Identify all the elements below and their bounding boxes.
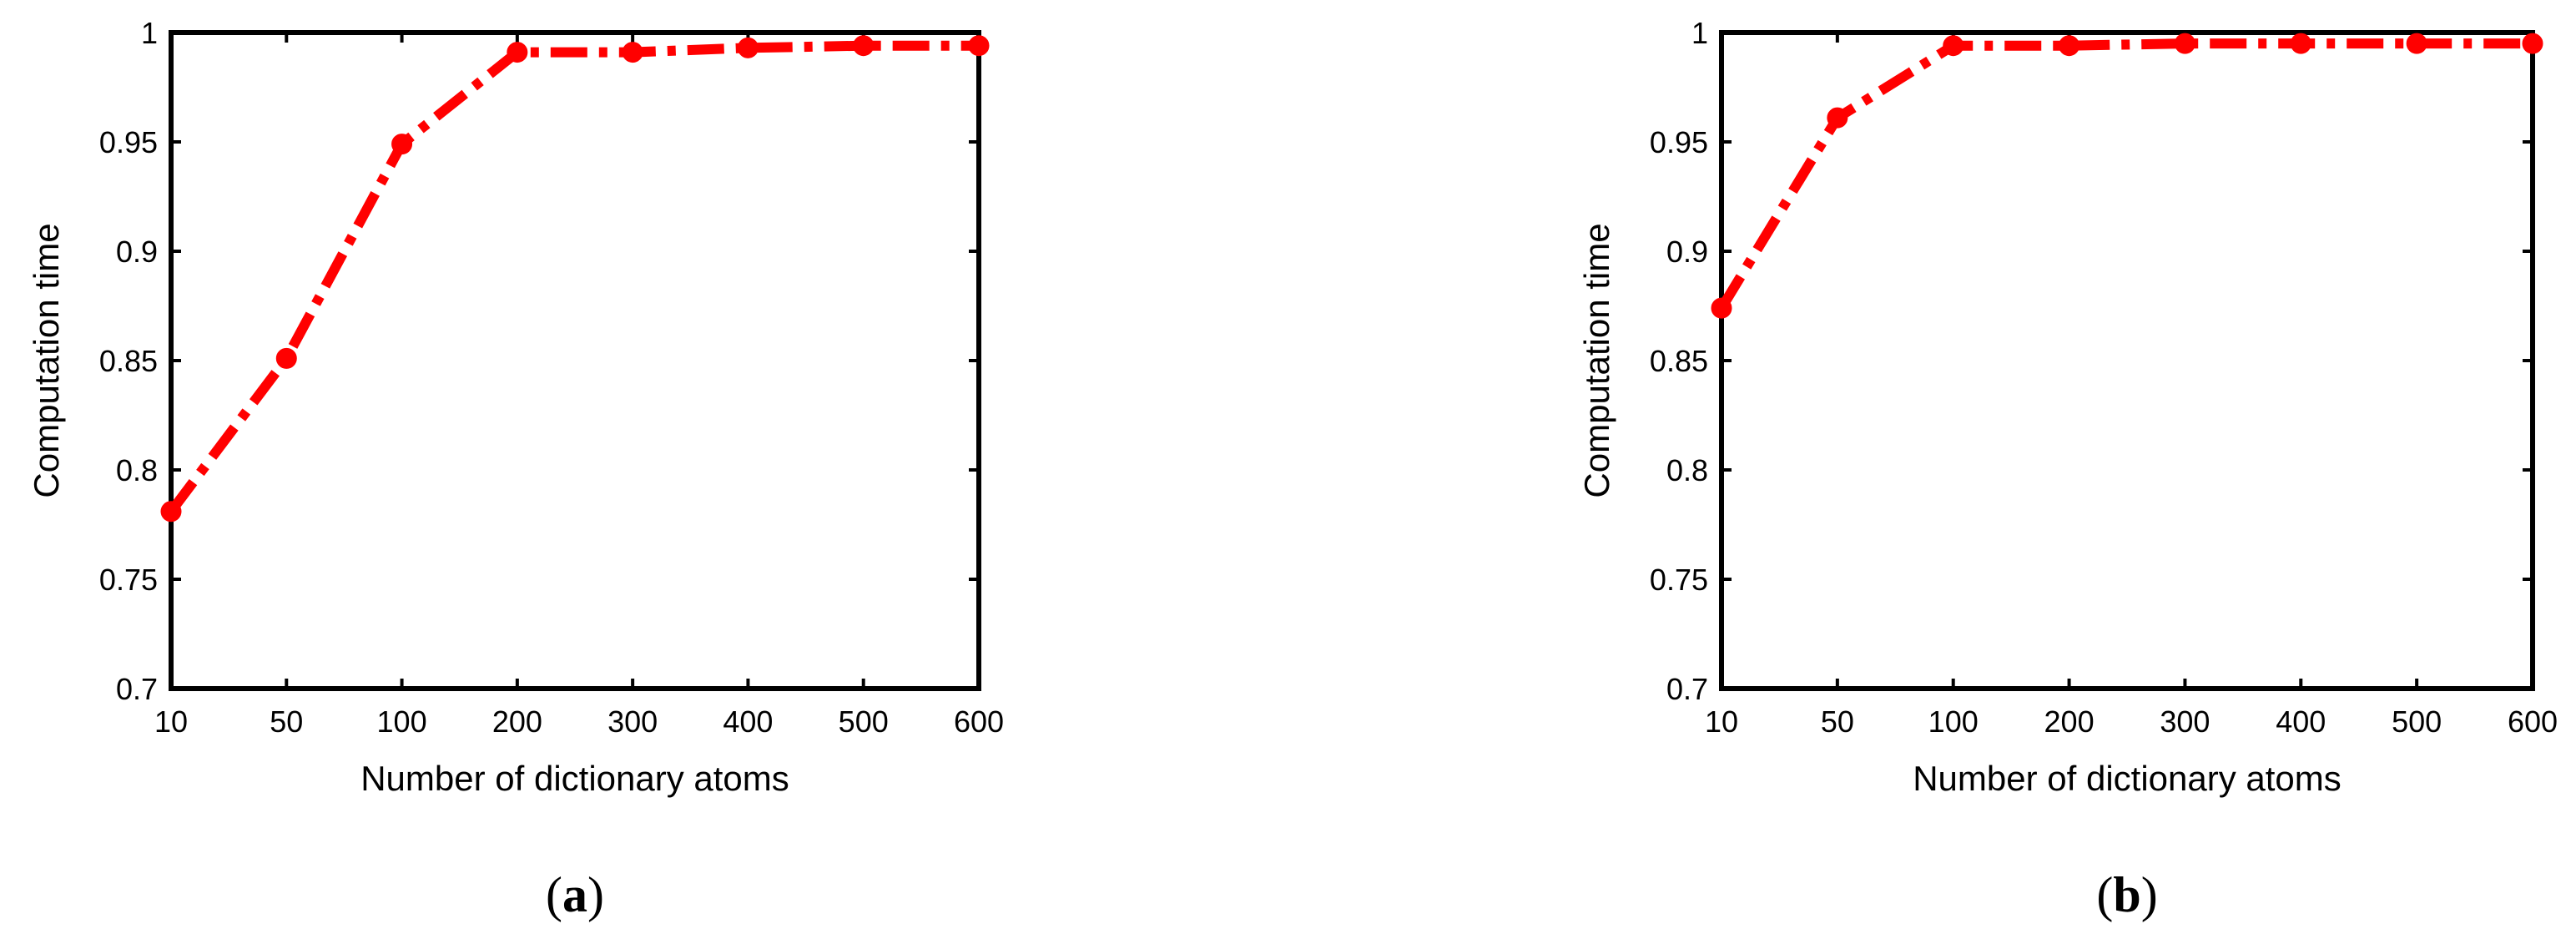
x-tick-label: 600 xyxy=(2508,704,2558,739)
y-axis-title: Computation time xyxy=(27,223,66,497)
y-tick-label: 0.8 xyxy=(116,453,158,487)
y-tick-label: 0.8 xyxy=(1666,453,1708,487)
y-tick-label: 1 xyxy=(1691,16,1708,50)
x-axis-title: Number of dictionary atoms xyxy=(360,759,789,798)
data-point-marker xyxy=(507,42,528,63)
x-axis-title: Number of dictionary atoms xyxy=(1913,759,2342,798)
data-point-marker xyxy=(2406,33,2427,54)
data-point-marker xyxy=(2522,33,2543,54)
data-point-marker xyxy=(160,501,182,523)
panel-label-open: ( xyxy=(2096,867,2113,922)
x-tick-label: 300 xyxy=(2160,704,2210,739)
x-tick-label: 500 xyxy=(839,704,889,739)
series-line xyxy=(1716,38,2533,311)
x-tick-label: 10 xyxy=(1705,704,1738,739)
x-tick-label: 200 xyxy=(2044,704,2095,739)
data-point-marker xyxy=(1711,297,1732,319)
y-tick-label: 0.85 xyxy=(99,344,158,378)
panel-label-letter: a xyxy=(562,867,587,922)
x-tick-label: 100 xyxy=(377,704,427,739)
panel-label: (a) xyxy=(546,867,604,922)
x-tick-label: 300 xyxy=(607,704,658,739)
data-point-marker xyxy=(853,35,875,57)
y-tick-label: 0.7 xyxy=(116,672,158,706)
data-point-marker xyxy=(2059,35,2080,57)
data-point-marker xyxy=(2290,33,2311,54)
x-tick-label: 400 xyxy=(723,704,773,739)
chart-panel-a: 10 50 100 200 300 400 500 600 0.7 0.75 0.8 0.85 0.9 0… xyxy=(27,16,1004,922)
panel-label-letter: b xyxy=(2113,867,2140,922)
y-tick-label: 0.7 xyxy=(1666,672,1708,706)
panel-label: (b) xyxy=(2096,867,2157,922)
chart-panel-b: 10 50 100 200 300 400 500 600 0.7 0.75 0.8 0.85 0.9 0… xyxy=(1577,16,2558,922)
data-point-marker xyxy=(737,37,759,58)
y-axis-title: Computation time xyxy=(1577,223,1616,497)
y-tick-label: 0.95 xyxy=(1650,125,1708,159)
data-point-marker xyxy=(622,42,643,63)
x-tick-label: 500 xyxy=(2392,704,2442,739)
panel-label-open: ( xyxy=(546,867,562,922)
y-tick-label: 0.75 xyxy=(1650,563,1708,597)
y-tick-label: 0.85 xyxy=(1650,344,1708,378)
y-tick-label: 0.75 xyxy=(99,563,158,597)
panel-label-close: ) xyxy=(2141,867,2158,922)
y-tick-label: 0.9 xyxy=(116,235,158,269)
x-tick-label: 10 xyxy=(154,704,188,739)
x-tick-label: 50 xyxy=(1821,704,1854,739)
data-point-marker xyxy=(391,134,413,155)
y-tick-label: 0.95 xyxy=(99,125,158,159)
x-tick-label: 50 xyxy=(270,704,303,739)
x-tick-label: 100 xyxy=(1928,704,1979,739)
y-tick-label: 0.9 xyxy=(1666,235,1708,269)
series-line xyxy=(167,40,979,515)
plot-area-frame xyxy=(1719,30,2535,691)
data-point-marker xyxy=(275,347,297,369)
panel-label-close: ) xyxy=(587,867,604,922)
x-tick-label: 600 xyxy=(954,704,1004,739)
y-tick-label: 1 xyxy=(141,16,158,50)
x-tick-label: 200 xyxy=(492,704,542,739)
data-point-marker xyxy=(2174,33,2195,54)
data-point-marker xyxy=(968,35,990,57)
data-point-marker xyxy=(1943,35,1964,57)
x-tick-label: 400 xyxy=(2276,704,2326,739)
data-point-marker xyxy=(1827,107,1848,129)
